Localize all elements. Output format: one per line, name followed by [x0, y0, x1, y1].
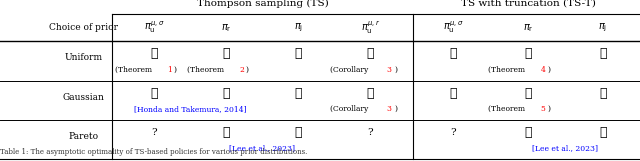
Text: (Theorem: (Theorem — [115, 66, 154, 74]
Text: ✗: ✗ — [223, 47, 230, 60]
Text: ✗: ✗ — [367, 47, 374, 60]
Text: ): ) — [173, 66, 177, 74]
Text: ): ) — [547, 105, 550, 113]
Text: ): ) — [395, 105, 397, 113]
Text: ✓: ✓ — [449, 47, 457, 60]
Text: ): ) — [395, 66, 397, 74]
Text: $\pi_\mathrm{r}$: $\pi_\mathrm{r}$ — [523, 22, 533, 34]
Text: ✓: ✓ — [524, 47, 532, 60]
Text: 2: 2 — [239, 66, 244, 74]
Text: 1: 1 — [167, 66, 172, 74]
Text: (Corollary: (Corollary — [330, 66, 371, 74]
Text: (Theorem: (Theorem — [187, 66, 227, 74]
Text: [Lee et al., 2023]: [Lee et al., 2023] — [532, 144, 598, 152]
Text: Uniform: Uniform — [64, 53, 102, 62]
Text: [Lee et al., 2023]: [Lee et al., 2023] — [229, 144, 296, 152]
Text: ✓: ✓ — [150, 47, 158, 60]
Text: ✗: ✗ — [223, 87, 230, 100]
Text: ✓: ✓ — [599, 87, 607, 100]
Text: ✗: ✗ — [294, 126, 302, 139]
Text: $\pi_\mathrm{j}$: $\pi_\mathrm{j}$ — [294, 22, 303, 34]
Text: 4: 4 — [541, 66, 546, 74]
Text: ✗: ✗ — [223, 126, 230, 139]
Text: ✗: ✗ — [367, 87, 374, 100]
Text: ): ) — [547, 66, 550, 74]
Text: Table 1: The asymptotic optimality of TS-based policies for various prior distri: Table 1: The asymptotic optimality of TS… — [0, 148, 307, 156]
Text: ✓: ✓ — [599, 126, 607, 139]
Text: ?: ? — [152, 128, 157, 137]
Text: Gaussian: Gaussian — [62, 93, 104, 102]
Text: Thompson sampling (TS): Thompson sampling (TS) — [196, 0, 328, 8]
Text: ✓: ✓ — [524, 87, 532, 100]
Text: Pareto: Pareto — [68, 132, 99, 141]
Text: 3: 3 — [387, 105, 392, 113]
Text: 3: 3 — [387, 66, 392, 74]
Text: $\pi_\mathrm{j}$: $\pi_\mathrm{j}$ — [598, 22, 607, 34]
Text: ): ) — [246, 66, 248, 74]
Text: [Honda and Takemura, 2014]: [Honda and Takemura, 2014] — [134, 105, 246, 113]
Text: ?: ? — [451, 128, 456, 137]
Text: TS with truncation (TS-T): TS with truncation (TS-T) — [461, 0, 595, 8]
Text: 5: 5 — [541, 105, 546, 113]
Text: ✗: ✗ — [294, 87, 302, 100]
Text: ✗: ✗ — [294, 47, 302, 60]
Text: (Theorem: (Theorem — [488, 66, 528, 74]
Text: ✓: ✓ — [599, 47, 607, 60]
Text: $\pi_\mathrm{r}$: $\pi_\mathrm{r}$ — [221, 22, 232, 34]
Text: $\pi_\mathrm{u}^{\mu,r}$: $\pi_\mathrm{u}^{\mu,r}$ — [361, 20, 380, 36]
Text: $\pi_\mathrm{u}^{\mu,\sigma}$: $\pi_\mathrm{u}^{\mu,\sigma}$ — [144, 20, 164, 35]
Text: ✓: ✓ — [150, 87, 158, 100]
Text: $\pi_\mathrm{u}^{\mu,\sigma}$: $\pi_\mathrm{u}^{\mu,\sigma}$ — [443, 20, 463, 35]
Text: (Theorem: (Theorem — [488, 105, 528, 113]
Text: ✓: ✓ — [449, 87, 457, 100]
Text: Choice of prior: Choice of prior — [49, 23, 118, 32]
Text: ✓: ✓ — [524, 126, 532, 139]
Text: ?: ? — [367, 128, 373, 137]
Text: (Corollary: (Corollary — [330, 105, 371, 113]
